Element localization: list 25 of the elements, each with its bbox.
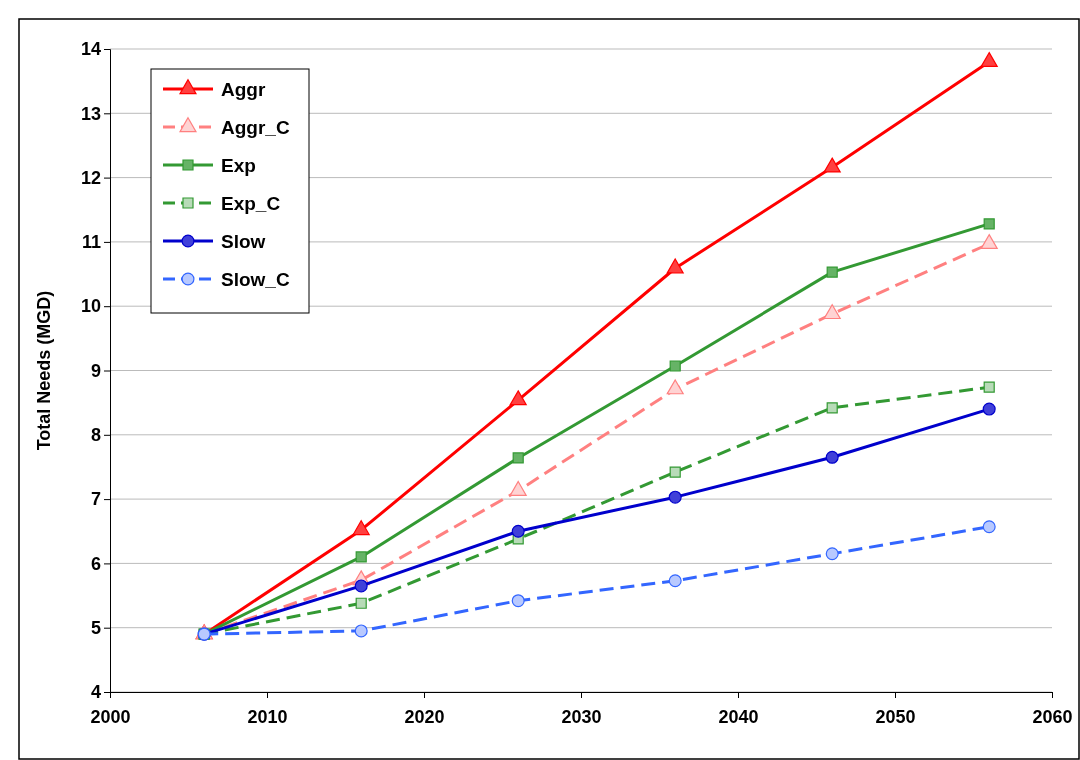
y-tick-label: 14 [80, 39, 101, 60]
y-axis-title: Total Needs (MGD) [34, 290, 54, 451]
legend-label: Exp_C [221, 193, 281, 214]
y-tick-label: 5 [90, 617, 101, 638]
x-tick-label: 2000 [90, 706, 131, 727]
y-tick-label: 9 [90, 360, 101, 381]
legend-label: Aggr [221, 79, 266, 100]
x-tick-label: 2030 [561, 706, 602, 727]
legend-label: Slow [221, 231, 266, 252]
legend-label: Exp [221, 155, 256, 176]
x-tick-label: 2050 [875, 706, 916, 727]
x-tick-label: 2060 [1032, 706, 1073, 727]
y-tick-label: 12 [80, 167, 101, 188]
legend-label: Slow_C [221, 269, 290, 290]
y-tick-label: 8 [90, 425, 101, 446]
x-tick-label: 2040 [718, 706, 759, 727]
y-tick-label: 7 [90, 489, 101, 510]
y-tick-label: 10 [80, 296, 101, 317]
x-tick-label: 2020 [404, 706, 445, 727]
y-tick-label: 4 [90, 682, 101, 703]
x-tick-label: 2010 [247, 706, 288, 727]
y-tick-label: 11 [81, 232, 101, 253]
y-tick-label: 6 [90, 553, 101, 574]
y-tick-label: 13 [80, 103, 101, 124]
legend-label: Aggr_C [221, 117, 290, 138]
